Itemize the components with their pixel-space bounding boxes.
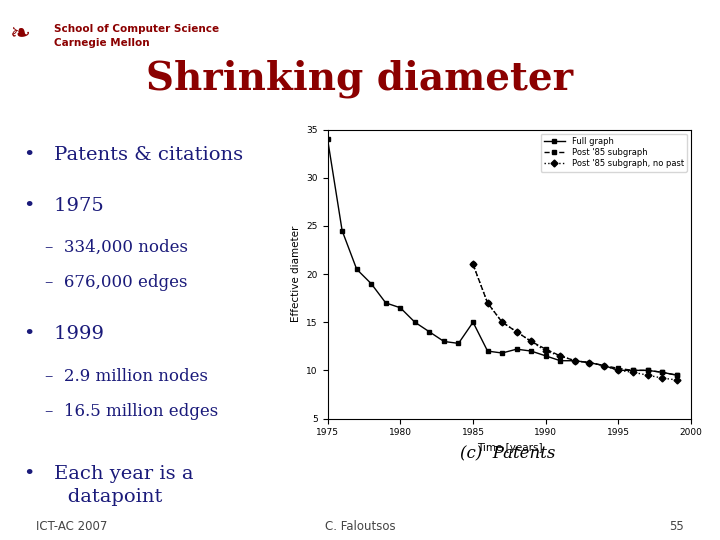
Full graph: [498, 350, 506, 356]
Post '85 subgraph: [658, 369, 667, 375]
Post '85 subgraph, no past: [600, 362, 608, 369]
Text: –  16.5 million edges: – 16.5 million edges: [45, 403, 219, 420]
Full graph: [672, 372, 681, 379]
Text: Carnegie Mellon: Carnegie Mellon: [54, 38, 150, 48]
Post '85 subgraph: [614, 365, 623, 372]
Full graph: [629, 367, 637, 374]
Text: ❧: ❧: [9, 22, 30, 45]
Full graph: [600, 362, 608, 369]
Post '85 subgraph, no past: [469, 261, 477, 268]
Text: ICT-AC 2007: ICT-AC 2007: [36, 520, 107, 533]
Full graph: [440, 338, 449, 345]
Text: •   Each year is a
       datapoint: • Each year is a datapoint: [24, 465, 193, 507]
Full graph: [658, 369, 667, 375]
Text: –  334,000 nodes: – 334,000 nodes: [45, 239, 189, 256]
Line: Post '85 subgraph, no past: Post '85 subgraph, no past: [471, 262, 679, 382]
Post '85 subgraph, no past: [614, 367, 623, 374]
Full graph: [556, 357, 564, 364]
Full graph: [513, 346, 521, 353]
Text: •   Patents & citations: • Patents & citations: [24, 146, 243, 164]
Full graph: [338, 227, 346, 234]
Full graph: [585, 360, 594, 366]
Text: •   1975: • 1975: [24, 197, 104, 214]
Text: School of Computer Science: School of Computer Science: [54, 24, 219, 35]
Post '85 subgraph, no past: [585, 360, 594, 366]
Y-axis label: Effective diameter: Effective diameter: [291, 226, 301, 322]
Text: –  2.9 million nodes: – 2.9 million nodes: [45, 368, 208, 384]
Post '85 subgraph, no past: [629, 369, 637, 375]
Full graph: [396, 305, 405, 311]
Post '85 subgraph, no past: [513, 328, 521, 335]
Text: –  676,000 edges: – 676,000 edges: [45, 274, 188, 291]
Full graph: [614, 367, 623, 374]
Full graph: [410, 319, 419, 326]
Post '85 subgraph: [483, 300, 492, 306]
Full graph: [323, 136, 332, 143]
Post '85 subgraph: [600, 362, 608, 369]
Post '85 subgraph, no past: [483, 300, 492, 306]
Post '85 subgraph: [556, 353, 564, 359]
Line: Full graph: Full graph: [325, 137, 679, 377]
Post '85 subgraph: [498, 319, 506, 326]
Post '85 subgraph: [527, 338, 536, 345]
Full graph: [367, 280, 376, 287]
Post '85 subgraph, no past: [498, 319, 506, 326]
Full graph: [454, 340, 463, 347]
Post '85 subgraph: [469, 261, 477, 268]
Text: Shrinking diameter: Shrinking diameter: [146, 59, 574, 98]
Legend: Full graph, Post '85 subgraph, Post '85 subgraph, no past: Full graph, Post '85 subgraph, Post '85 …: [541, 134, 687, 172]
Full graph: [483, 348, 492, 354]
Text: C. Faloutsos: C. Faloutsos: [325, 520, 395, 533]
Post '85 subgraph, no past: [658, 375, 667, 381]
Full graph: [469, 319, 477, 326]
Text: •   1999: • 1999: [24, 325, 104, 343]
Line: Post '85 subgraph: Post '85 subgraph: [471, 262, 679, 377]
Post '85 subgraph, no past: [643, 372, 652, 379]
Post '85 subgraph: [570, 357, 579, 364]
Text: (c)  Patents: (c) Patents: [460, 446, 555, 462]
Full graph: [643, 367, 652, 374]
Full graph: [527, 348, 536, 354]
Post '85 subgraph, no past: [672, 377, 681, 383]
Post '85 subgraph: [643, 367, 652, 374]
Post '85 subgraph: [629, 367, 637, 374]
Post '85 subgraph, no past: [556, 353, 564, 359]
Full graph: [352, 266, 361, 273]
X-axis label: Time [years]: Time [years]: [477, 443, 542, 453]
Post '85 subgraph: [672, 372, 681, 379]
Full graph: [382, 300, 390, 306]
Post '85 subgraph: [513, 328, 521, 335]
Full graph: [425, 328, 433, 335]
Full graph: [570, 357, 579, 364]
Text: 55: 55: [670, 520, 684, 533]
Post '85 subgraph: [585, 360, 594, 366]
Post '85 subgraph, no past: [570, 357, 579, 364]
Full graph: [541, 353, 550, 359]
Post '85 subgraph, no past: [527, 338, 536, 345]
Post '85 subgraph: [541, 346, 550, 353]
Post '85 subgraph, no past: [541, 348, 550, 354]
